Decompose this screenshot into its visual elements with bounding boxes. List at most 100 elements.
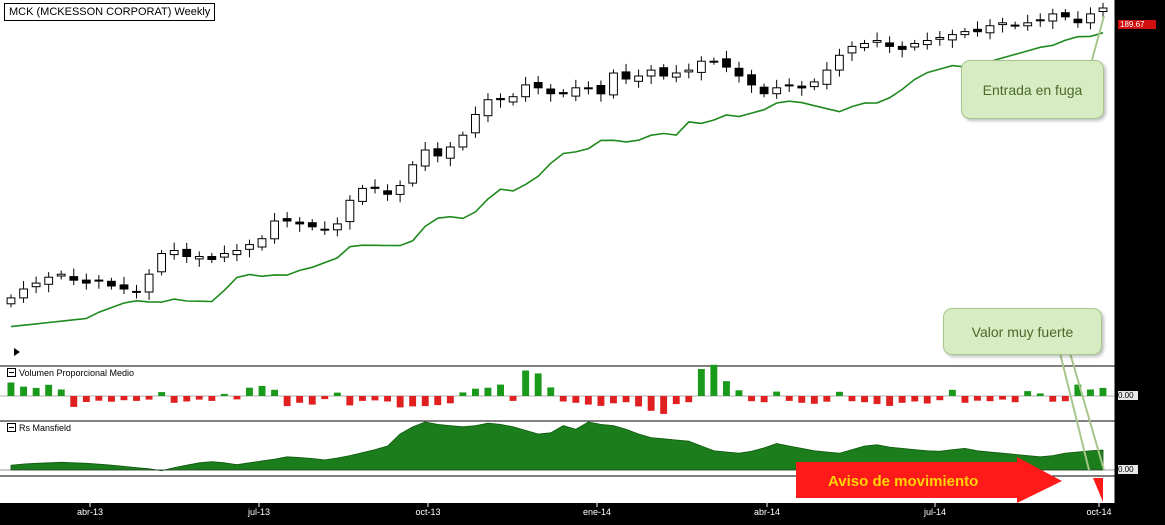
candle-body <box>107 280 116 287</box>
volume-bar <box>170 396 178 403</box>
volume-bar <box>333 392 341 396</box>
time-axis-background <box>0 503 1165 525</box>
volume-bar <box>1024 391 1032 396</box>
volume-bar <box>396 396 404 408</box>
candle-body <box>307 222 317 228</box>
candle-body <box>182 248 192 257</box>
volume-bar <box>472 388 479 396</box>
volume-bar <box>1099 387 1107 396</box>
candle-body <box>860 43 869 49</box>
volume-bar <box>346 396 354 406</box>
volume-bar <box>584 396 592 405</box>
volume-bar <box>735 390 743 396</box>
volume-bar <box>296 396 304 403</box>
collapse-icon[interactable] <box>7 423 16 432</box>
movement-warning-label: Aviso de movimiento <box>828 473 979 490</box>
candle-body <box>207 256 217 260</box>
candle-body <box>822 69 832 85</box>
volume-bar <box>748 396 755 402</box>
candle-body <box>458 134 468 148</box>
candle-body <box>521 84 531 98</box>
candle-body <box>483 99 493 117</box>
volume-bar <box>32 387 40 396</box>
volume-pane-title: Volumen Proporcional Medio <box>19 368 135 378</box>
volume-bar <box>911 396 919 402</box>
volume-bar <box>246 387 253 396</box>
candle-body <box>621 71 631 80</box>
volume-pane-label[interactable]: Volumen Proporcional Medio <box>7 368 134 378</box>
breakout-callout-pointer <box>1091 15 1105 61</box>
candle-body <box>345 199 355 223</box>
candle-body <box>609 72 618 96</box>
candle-body <box>144 273 154 293</box>
candle-body <box>671 72 681 78</box>
candle-body <box>408 164 418 184</box>
candle-body <box>395 185 405 195</box>
scroll-arrow-icon <box>14 348 20 356</box>
candle-body <box>784 84 794 87</box>
volume-bar <box>559 396 567 402</box>
candle-body <box>935 37 945 40</box>
strong-stock-callout: Valor muy fuerte <box>943 308 1102 355</box>
volume-bar <box>108 396 115 402</box>
candle-body <box>684 69 694 73</box>
candle-body <box>584 87 593 90</box>
time-axis-label: oct-13 <box>415 507 440 517</box>
volume-bar <box>7 382 15 396</box>
volume-bar <box>986 396 994 402</box>
volume-bar <box>145 396 153 400</box>
volume-bar <box>195 396 203 400</box>
candle-body <box>734 67 744 77</box>
candle-body <box>69 276 79 281</box>
volume-bar <box>133 396 140 401</box>
candle-body <box>571 87 581 97</box>
candle-body <box>220 253 229 258</box>
candle-body <box>94 279 104 282</box>
rs-mansfield-area <box>10 421 1104 472</box>
volume-bar <box>1074 384 1082 396</box>
price-axis-background <box>1115 0 1165 525</box>
candle-body <box>320 228 330 231</box>
candle-body <box>56 273 66 277</box>
volume-bar <box>421 396 429 407</box>
rs-pane-label[interactable]: Rs Mansfield <box>7 423 71 433</box>
time-axis-label: jul-13 <box>247 507 270 517</box>
candle-body <box>157 253 166 273</box>
candle-body <box>533 82 543 89</box>
candle-body <box>19 288 29 299</box>
volume-bar <box>509 396 517 401</box>
candle-body <box>722 58 731 68</box>
volume-bar <box>999 396 1006 400</box>
warning-pointer-icon <box>1093 478 1103 502</box>
volume-bar <box>848 396 856 402</box>
candle-body <box>922 40 932 46</box>
candle-body <box>985 25 995 34</box>
time-axis-label: jul-14 <box>923 507 946 517</box>
volume-bar <box>321 396 329 400</box>
volume-bar <box>459 392 467 396</box>
candle-body <box>1098 7 1108 12</box>
volume-bar <box>961 396 969 403</box>
volume-bar <box>660 396 668 414</box>
candle-body <box>433 148 443 157</box>
volume-zero-tag: 0.00 <box>1118 391 1138 400</box>
volume-bar <box>308 396 316 405</box>
volume-bar <box>57 389 65 396</box>
candle-body <box>471 114 480 134</box>
volume-bar <box>597 396 605 406</box>
volume-bar <box>836 391 843 396</box>
candle-body <box>772 87 782 95</box>
candle-body <box>847 45 857 54</box>
collapse-icon[interactable] <box>7 368 16 377</box>
candle-body <box>420 149 430 167</box>
volume-bar <box>258 385 266 396</box>
candle-body <box>759 86 769 95</box>
volume-bar <box>158 392 166 396</box>
candle-body <box>659 67 669 77</box>
volume-bar <box>283 396 291 407</box>
volume-bar <box>547 387 555 396</box>
volume-bar <box>798 396 806 403</box>
candle-body <box>634 75 644 82</box>
volume-bar <box>898 396 906 403</box>
